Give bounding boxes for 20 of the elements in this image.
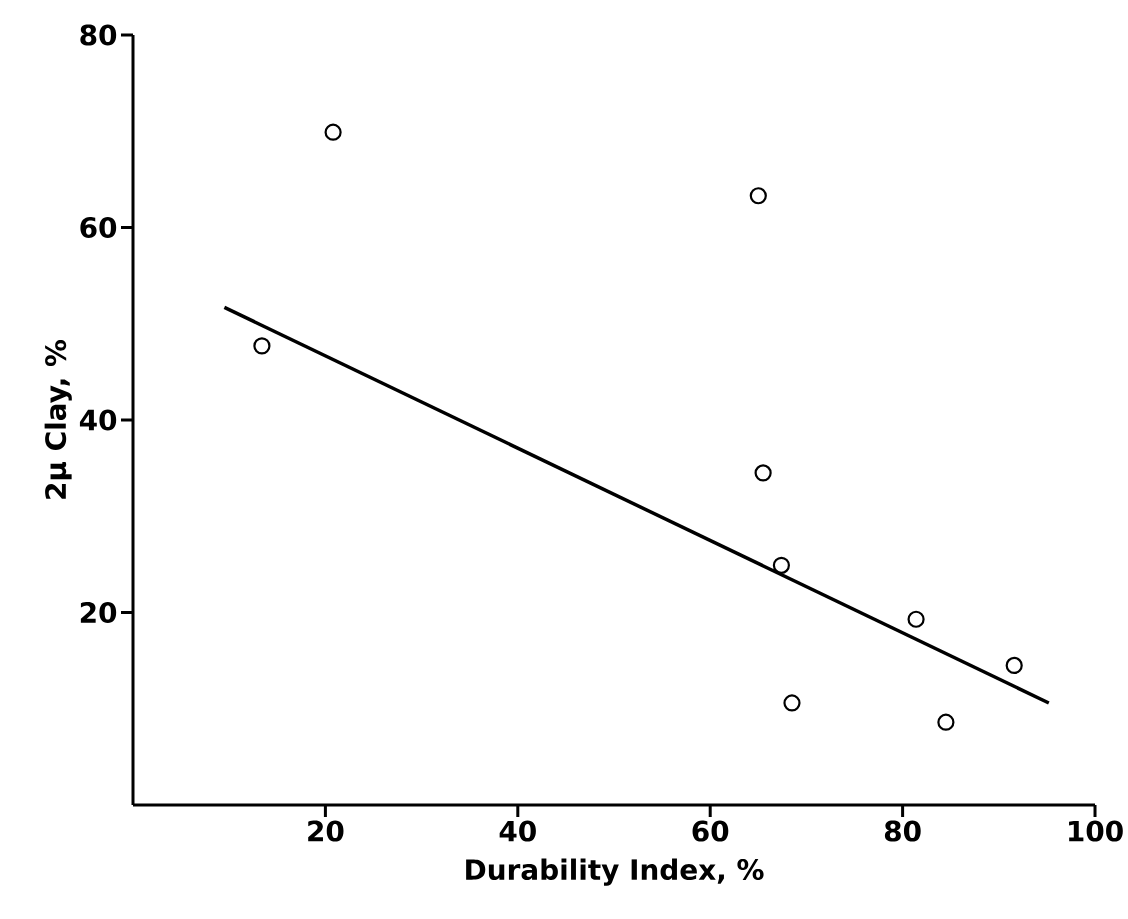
y-axis-title: 2μ Clay, %	[44, 339, 72, 499]
point	[907, 610, 925, 628]
point	[772, 556, 790, 574]
point	[783, 694, 801, 712]
point	[749, 187, 767, 205]
x-tick-label: 80	[884, 820, 921, 842]
point	[1005, 656, 1023, 675]
y-tick-label: 40	[79, 409, 117, 431]
point	[937, 713, 955, 731]
y-tick-label: 80	[80, 24, 117, 46]
y-tick-label: 20	[80, 601, 117, 624]
x-tick-label: 100	[1069, 820, 1123, 842]
point	[253, 337, 271, 355]
x-tick-label: 40	[499, 820, 536, 842]
point	[324, 123, 342, 141]
x-tick-label: 20	[308, 820, 344, 842]
y-tick-label: 60	[80, 216, 117, 239]
x-axis-title: Durability Index, %	[466, 858, 764, 886]
x-tick-label: 60	[692, 820, 729, 842]
point	[754, 464, 772, 482]
